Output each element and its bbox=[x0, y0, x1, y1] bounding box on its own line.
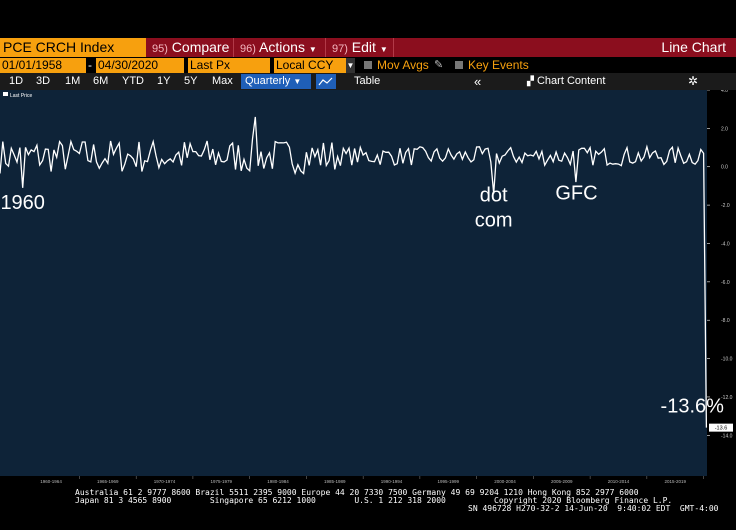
y-tick-label: 4.0 bbox=[721, 90, 728, 94]
line-chart-svg: 4.0 2.0 0.0 -2.0 -4.0 -6.0 -8.0 -10.0 -12.0 -14.0… bbox=[0, 88, 736, 486]
frequency-select[interactable]: Quarterly ▼ bbox=[241, 74, 311, 89]
plot-area bbox=[0, 90, 707, 484]
footer-phone-numbers: Australia 61 2 9777 8600 Brazil 5511 239… bbox=[75, 488, 639, 497]
function-bar: Line Chart bbox=[0, 38, 736, 57]
end-date-input[interactable]: 04/30/2020 bbox=[96, 58, 184, 73]
series-line bbox=[0, 116, 708, 428]
pencil-icon[interactable]: ✎ bbox=[434, 59, 444, 71]
last-value-label: -13.6 bbox=[715, 426, 728, 432]
x-tick-label: 1980-1984 bbox=[267, 479, 289, 484]
period-bar bbox=[0, 73, 736, 90]
y-tick-label: -6.0 bbox=[721, 280, 730, 286]
chevron-down-icon: ▼ bbox=[379, 45, 388, 54]
line-chart-icon[interactable] bbox=[316, 74, 336, 89]
annotation-label: -13.6% bbox=[661, 395, 725, 417]
ticker-field[interactable]: PCE CRCH Index bbox=[0, 38, 146, 57]
period-button-1d[interactable]: 1D bbox=[9, 75, 24, 87]
start-date-input[interactable]: 01/01/1958 bbox=[0, 58, 86, 73]
y-tick-label: 0.0 bbox=[721, 165, 728, 171]
collapse-icon[interactable]: « bbox=[474, 74, 482, 89]
actions-number: 96) bbox=[240, 43, 256, 55]
y-tick-label: -2.0 bbox=[721, 203, 730, 209]
chart-content-icon: ▞ bbox=[527, 76, 534, 86]
period-button-5y[interactable]: 5Y bbox=[184, 75, 198, 87]
compare-label: Compare bbox=[171, 39, 230, 55]
key-events-label: Key Events bbox=[468, 58, 529, 72]
price-field-select[interactable]: Last Px bbox=[188, 58, 270, 73]
x-tick-label: 2000-2004 bbox=[494, 479, 516, 484]
currency-select[interactable]: Local CCY bbox=[274, 58, 346, 73]
line-chart: 4.0 2.0 0.0 -2.0 -4.0 -6.0 -8.0 -10.0 -12.0 -14.0… bbox=[0, 88, 736, 486]
legend-swatch bbox=[3, 92, 8, 96]
x-tick-label: 1960-1964 bbox=[40, 479, 62, 484]
edit-label: Edit bbox=[351, 39, 376, 55]
x-tick-label: 1965-1969 bbox=[97, 479, 119, 484]
x-tick-label: 2015-2019 bbox=[664, 479, 686, 484]
x-tick-label: 2010-2014 bbox=[608, 479, 630, 484]
chart-content-button[interactable]: ▞ Chart Content bbox=[527, 73, 605, 90]
footer-copyright: Japan 81 3 4565 8900 Singapore 65 6212 1… bbox=[75, 496, 673, 505]
last-value-box bbox=[709, 423, 733, 432]
period-button-3d[interactable]: 3D bbox=[36, 75, 51, 87]
x-tick-label: 1970-1974 bbox=[154, 479, 176, 484]
chart-type-label: Line Chart bbox=[661, 39, 726, 55]
annotation-label: 1960 bbox=[0, 192, 45, 214]
y-tick-label: -10.0 bbox=[721, 357, 733, 363]
annotation-label: GFC bbox=[555, 182, 597, 204]
period-button-max[interactable]: Max bbox=[212, 75, 233, 87]
chart-content-label: Chart Content bbox=[536, 75, 606, 87]
y-axis-area bbox=[707, 90, 736, 484]
chevron-down-icon[interactable]: ▼ bbox=[346, 58, 355, 73]
y-tick-label: -14.0 bbox=[721, 433, 733, 439]
date-separator: - bbox=[88, 58, 92, 72]
x-tick-label: 1985-1989 bbox=[324, 479, 346, 484]
edit-number: 97) bbox=[332, 43, 348, 55]
chevron-down-icon: ▼ bbox=[293, 77, 302, 86]
period-button-ytd[interactable]: YTD bbox=[122, 75, 144, 87]
footer-session: SN 496728 H270-32-2 14-Jun-20 9:40:02 ED… bbox=[468, 504, 719, 513]
x-tick-label: 1995-1999 bbox=[437, 479, 459, 484]
annotation-label: dot com bbox=[475, 184, 513, 231]
x-tick-label: 1975-1979 bbox=[211, 479, 233, 484]
table-button[interactable]: Table bbox=[354, 75, 381, 87]
y-tick-label: -8.0 bbox=[721, 318, 730, 324]
footer: Australia 61 2 9777 8600 Brazil 5511 239… bbox=[0, 486, 736, 530]
gear-icon[interactable]: ✲ bbox=[688, 74, 699, 88]
mov-avgs-checkbox[interactable] bbox=[364, 61, 372, 69]
compare-button[interactable]: 95) Compare bbox=[148, 38, 234, 57]
frequency-label: Quarterly bbox=[245, 75, 291, 87]
period-button-6m[interactable]: 6M bbox=[93, 75, 109, 87]
actions-label: Actions bbox=[259, 39, 305, 55]
chevron-down-icon: ▼ bbox=[308, 45, 317, 54]
x-axis-area bbox=[0, 476, 707, 486]
edit-button[interactable]: 97) Edit ▼ bbox=[328, 38, 394, 57]
x-tick-label: 2005-2009 bbox=[551, 479, 573, 484]
y-tick-label: -12.0 bbox=[721, 395, 733, 401]
y-tick-label: 2.0 bbox=[721, 126, 728, 132]
x-tick-label: 1990-1994 bbox=[381, 479, 403, 484]
y-tick-label: -4.0 bbox=[721, 241, 730, 247]
compare-number: 95) bbox=[152, 43, 168, 55]
period-button-1y[interactable]: 1Y bbox=[157, 75, 171, 87]
mov-avgs-label: Mov Avgs bbox=[377, 58, 429, 72]
legend-label: Last Price bbox=[10, 93, 32, 99]
actions-button[interactable]: 96) Actions ▼ bbox=[236, 38, 326, 57]
period-button-1m[interactable]: 1M bbox=[65, 75, 81, 87]
key-events-checkbox[interactable] bbox=[455, 61, 463, 69]
